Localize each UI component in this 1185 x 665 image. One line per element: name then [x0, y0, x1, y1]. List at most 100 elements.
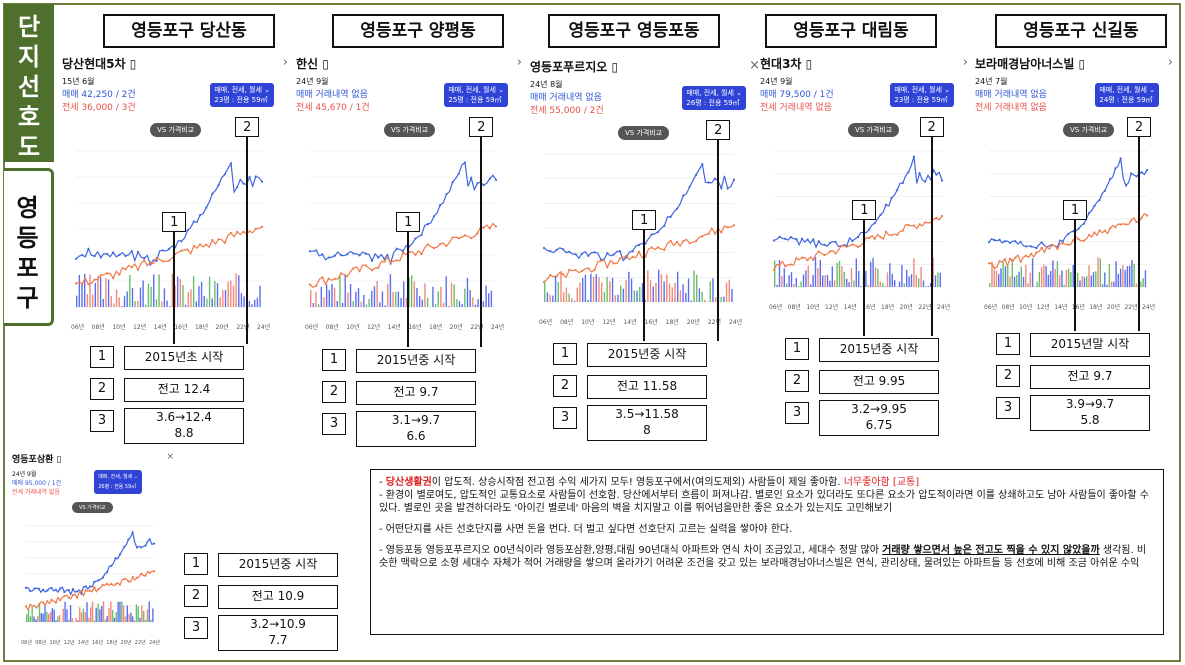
volume-bar [248, 300, 251, 307]
map-icon[interactable]: ▯ [805, 57, 813, 71]
volume-bar [910, 274, 913, 287]
sale-price-line-point [97, 579, 100, 582]
compare-button[interactable]: VS 가격비교 [618, 126, 670, 140]
volume-bar [35, 619, 37, 622]
type-filter-badge[interactable]: 매매, 전세, 월세 ⌄ 24평 : 전용 59㎡ [1095, 83, 1159, 107]
sale-price-line-point [76, 590, 79, 593]
close-icon[interactable]: × [166, 452, 174, 462]
complex-name[interactable]: 보라매경남아너스빌 ▯ [975, 57, 1086, 71]
volume-bar [915, 274, 917, 287]
volume-bar [336, 300, 338, 307]
marker-start: 1 [396, 211, 421, 232]
sale-price-line-point [1035, 246, 1038, 250]
volume-bar [445, 276, 447, 307]
volume-bar [546, 292, 549, 302]
volume-bar [195, 301, 197, 307]
map-icon[interactable]: ▯ [129, 57, 137, 71]
volume-bar [937, 272, 939, 287]
sale-price-line-point [884, 203, 888, 206]
type-filter-badge[interactable]: 매매, 전세, 월세 ⌄ 25평 : 전용 59㎡ [444, 83, 508, 107]
volume-bar [333, 287, 336, 307]
sale-price-line-point [912, 155, 916, 158]
volume-bar [91, 601, 94, 622]
close-icon[interactable]: › [962, 55, 968, 70]
x-tick-label: 16년 [92, 639, 103, 646]
x-tick-label: 18년 [195, 323, 208, 331]
sale-price-line-point [993, 238, 996, 242]
volume-bar [198, 286, 200, 307]
rent-price-line-point [135, 576, 139, 579]
complex-name[interactable]: 당산현대5차 ▯ [62, 57, 137, 71]
title-dangsan: 영등포구 당산동 [103, 14, 275, 48]
volume-bar [76, 295, 78, 307]
volume-bar [549, 294, 551, 302]
volume-bar [312, 303, 315, 307]
rent-price-line [773, 215, 943, 271]
sale-price-line-point [84, 585, 87, 588]
volume-bar [89, 274, 91, 307]
rent-price-line-point [542, 280, 546, 283]
volume-bar [317, 304, 320, 307]
type-filter-badge[interactable]: 매매, 전세, 월세 ⌄ 23평 : 전용 59㎡ [210, 83, 274, 107]
rent-price-line-point [87, 283, 90, 286]
volume-bar [884, 286, 886, 287]
volume-bar [440, 286, 442, 307]
type-filter-badge[interactable]: 매매, 전세, 월세 ⌄ 26평 : 전용 59㎡ [94, 470, 142, 494]
sale-price-line-point [236, 186, 239, 189]
compare-button[interactable]: VS 가격비교 [1063, 123, 1115, 137]
sale-price-line-point [87, 247, 90, 250]
type-filter-badge[interactable]: 매매, 전세, 월세 ⌄ 23평 : 전용 59㎡ [890, 83, 954, 107]
map-icon[interactable]: ▯ [322, 57, 329, 71]
pointer-line [717, 140, 720, 341]
complex-name[interactable]: 한신 ▯ [296, 57, 329, 71]
info-number: 1 [184, 553, 208, 575]
type-filter-badge[interactable]: 매매, 전세, 월세 ⌄ 26평 : 전용 59㎡ [682, 86, 746, 110]
volume-bar [894, 280, 896, 287]
rent-price-line-point [828, 250, 832, 253]
close-icon[interactable]: › [282, 55, 288, 70]
map-icon[interactable]: ▯ [611, 60, 619, 74]
x-tick-label: 18년 [106, 639, 117, 646]
x-tick-label: 16년 [862, 303, 875, 311]
volume-bar [1124, 270, 1126, 287]
compare-button[interactable]: VS 가격비교 [150, 123, 202, 137]
map-icon[interactable]: ▯ [1078, 57, 1086, 71]
sale-price-line-point [352, 252, 355, 255]
complex-name[interactable]: 영등포삼환 ▯ [12, 455, 62, 465]
x-tick-label: 12년 [825, 303, 838, 311]
volume-bar [802, 274, 805, 287]
x-tick-label: 12년 [367, 323, 380, 331]
rent-price-line-point [482, 226, 485, 229]
volume-bar [1081, 276, 1083, 287]
compare-button[interactable]: VS 가격비교 [384, 123, 436, 137]
close-icon[interactable]: › [516, 55, 522, 70]
pointer-line [246, 137, 249, 344]
volume-bar [47, 613, 50, 622]
deal-date: 24년 9월 [760, 77, 793, 86]
compare-button[interactable]: VS 가격비교 [72, 502, 113, 513]
volume-bar [1038, 272, 1041, 287]
volume-bar [671, 287, 673, 302]
volume-bar [698, 288, 701, 302]
volume-bar [184, 304, 187, 307]
rent-price-line-point [223, 241, 226, 244]
sale-price-line-point [88, 585, 92, 588]
volume-bar [477, 299, 479, 307]
sale-price: 매매 거래내역 없음 [975, 90, 1047, 100]
map-icon[interactable]: ▯ [56, 455, 62, 465]
complex-name[interactable]: 영등포푸르지오 ▯ [530, 60, 619, 74]
volume-bar [998, 273, 1000, 287]
sale-price-line-point [656, 230, 660, 234]
rent-price-line-point [54, 601, 57, 604]
rent-price-line-point [1098, 229, 1101, 232]
close-icon[interactable]: › [1167, 55, 1173, 70]
volume-bar [658, 269, 660, 302]
complex-name[interactable]: 현대3차 ▯ [760, 57, 813, 71]
volume-bar [800, 281, 802, 287]
compare-button[interactable]: VS 가격비교 [848, 123, 900, 137]
close-icon[interactable]: × [749, 58, 760, 73]
x-tick-label: 22년 [236, 323, 249, 331]
info-start: 2015년중 시작 [587, 343, 707, 367]
rent-price-line-point [439, 242, 442, 246]
volume-bar [668, 283, 671, 302]
